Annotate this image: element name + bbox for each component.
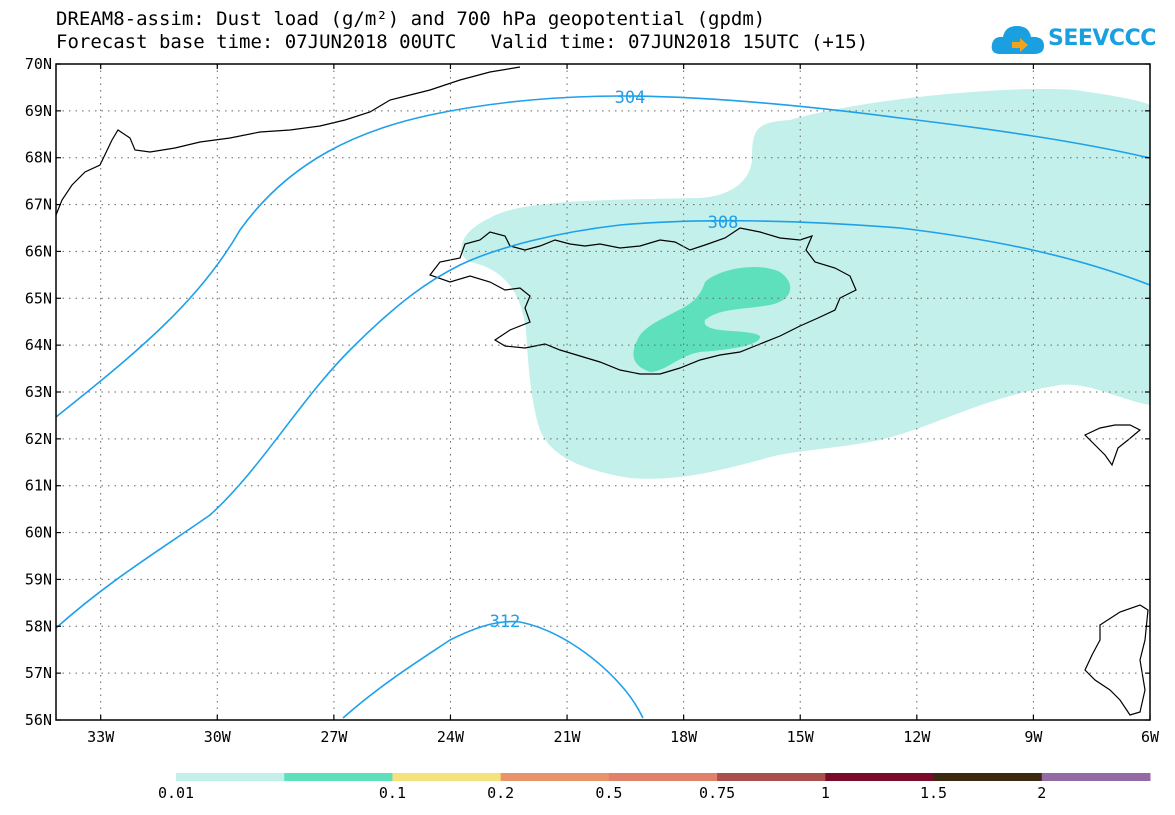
lon-label: 30W xyxy=(204,728,232,746)
lat-label: 64N xyxy=(25,336,52,354)
colorbar-swatch xyxy=(717,773,826,781)
colorbar-swatch xyxy=(392,773,502,781)
lon-label: 9W xyxy=(1024,728,1043,746)
lon-label: 24W xyxy=(437,728,465,746)
iceland-coast xyxy=(429,227,857,375)
lat-label: 57N xyxy=(25,664,52,682)
contour-labels: 304 308 312 xyxy=(490,88,739,632)
lat-label: 60N xyxy=(25,524,52,542)
colorbar-label: 0.2 xyxy=(487,784,515,802)
colorbar-swatch xyxy=(1041,773,1151,781)
lat-label: 68N xyxy=(25,149,52,167)
dust-area-medium xyxy=(633,267,791,372)
lat-label: 59N xyxy=(25,570,52,588)
contour-label-312: 312 xyxy=(490,612,521,632)
colorbar-label: 1 xyxy=(820,784,830,802)
greenland-coast xyxy=(55,66,521,216)
longitude-labels: 33W 30W 27W 24W 21W 18W 15W 12W 9W 6W xyxy=(87,728,1160,746)
seevccc-logo: SEEVCCC xyxy=(990,22,1156,58)
scotland-coast xyxy=(1084,604,1149,716)
coastlines xyxy=(55,66,1149,716)
colorbar-label: 0.1 xyxy=(378,784,406,802)
lat-label: 58N xyxy=(25,617,52,635)
lat-label: 66N xyxy=(25,242,52,260)
colorbar-label: 2 xyxy=(1037,784,1047,802)
colorbar-label: 0.5 xyxy=(595,784,623,802)
lon-label: 12W xyxy=(903,728,931,746)
geopotential-contours xyxy=(55,95,1151,719)
lon-label: 33W xyxy=(87,728,115,746)
graticule xyxy=(56,64,1150,720)
lon-label: 21W xyxy=(554,728,582,746)
latitude-labels: 70N 69N 68N 67N 66N 65N 64N 63N 62N 61N 60N 59N 58N 5… xyxy=(25,55,52,729)
cloud-icon xyxy=(991,26,1044,54)
lon-label: 18W xyxy=(670,728,698,746)
colorbar-swatch xyxy=(284,773,393,781)
contour-308-line xyxy=(55,219,1151,629)
lat-label: 70N xyxy=(25,55,52,73)
colorbar xyxy=(176,773,1151,781)
colorbar-swatch xyxy=(825,773,935,781)
contour-label-304: 304 xyxy=(615,88,646,108)
faroe-coast xyxy=(1083,424,1142,467)
dust-area-low xyxy=(461,89,1150,479)
lat-label: 63N xyxy=(25,383,52,401)
contour-312-line xyxy=(342,620,644,719)
colorbar-swatch xyxy=(500,773,610,781)
lat-label: 65N xyxy=(25,289,52,307)
colorbar-label: 1.5 xyxy=(920,784,948,802)
colorbar-label: 0.01 xyxy=(157,784,195,802)
lon-label: 15W xyxy=(787,728,815,746)
colorbar-swatch xyxy=(608,773,718,781)
lat-label: 61N xyxy=(25,477,52,495)
lat-label: 62N xyxy=(25,430,52,448)
lon-label: 27W xyxy=(320,728,348,746)
axis-ticks xyxy=(56,63,1151,721)
colorbar-label: 0.75 xyxy=(699,784,736,802)
lat-label: 56N xyxy=(25,711,52,729)
contour-304-line xyxy=(55,95,1151,418)
map-title: DREAM8-assim: Dust load (g/m²) and 700 h… xyxy=(56,8,766,30)
map-subtitle: Forecast base time: 07JUN2018 00UTC Vali… xyxy=(56,31,869,53)
colorbar-swatch xyxy=(933,773,1043,781)
lat-label: 67N xyxy=(25,196,52,214)
colorbar-swatch xyxy=(176,773,285,781)
lon-label: 6W xyxy=(1141,728,1160,746)
contour-label-308: 308 xyxy=(708,213,739,233)
lat-label: 69N xyxy=(25,102,52,120)
logo-text: SEEVCCC xyxy=(1048,26,1156,51)
